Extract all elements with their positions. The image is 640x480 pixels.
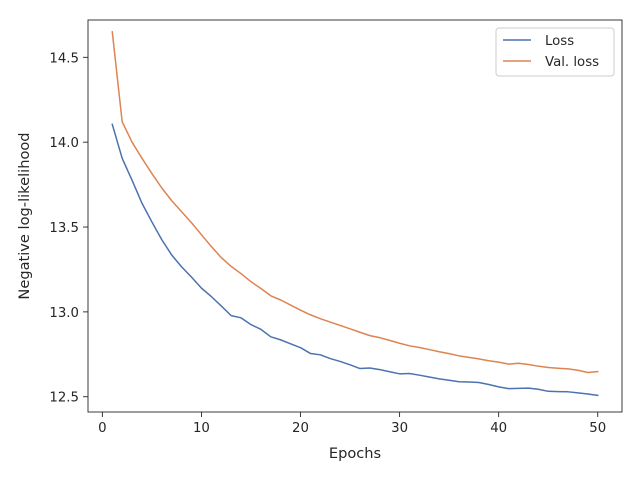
x-tick-label: 20 — [292, 421, 309, 436]
y-tick-label: 14.5 — [49, 51, 79, 66]
x-tick-label: 10 — [193, 421, 210, 436]
series-line-val-loss — [111, 31, 599, 374]
axis-layer: 0 10 20 30 40 50 12.5 13.0 13.5 14.0 14.5 — [49, 19, 623, 436]
plot-background — [88, 20, 622, 412]
y-axis-label: Negative log-likelihood — [16, 132, 33, 299]
x-tick-label: 30 — [391, 421, 408, 436]
x-axis-label: Epochs — [329, 445, 381, 462]
plot-frame — [87, 19, 623, 413]
y-tick-label: 14.0 — [49, 136, 79, 151]
legend-label-val-loss: Val. loss — [545, 55, 599, 70]
series-line-loss — [111, 123, 599, 397]
x-tick-label: 50 — [589, 421, 606, 436]
y-tick-label: 12.5 — [49, 391, 79, 406]
x-tick-label: 40 — [490, 421, 507, 436]
legend-label-loss: Loss — [545, 34, 574, 49]
y-tick-label: 13.5 — [49, 221, 79, 236]
x-tick-label: 0 — [98, 421, 106, 436]
series-layer — [111, 31, 599, 397]
legend: Loss Val. loss — [495, 27, 615, 77]
y-tick-label: 13.0 — [49, 306, 79, 321]
